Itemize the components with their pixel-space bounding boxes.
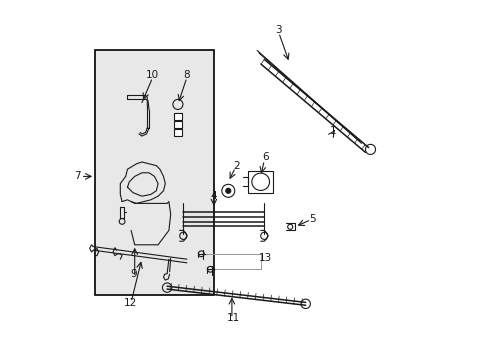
Text: 9: 9	[130, 269, 137, 279]
Text: 1: 1	[329, 126, 335, 136]
Bar	[247, 171, 273, 193]
Text: 8: 8	[183, 69, 190, 80]
Bar	[173, 121, 182, 128]
Bar	[173, 129, 182, 136]
Circle shape	[225, 188, 230, 193]
Text: 3: 3	[275, 24, 282, 35]
Bar	[173, 113, 182, 120]
Text: 11: 11	[226, 312, 239, 323]
Bar	[95, 50, 213, 295]
Text: 7: 7	[74, 171, 80, 181]
Text: 2: 2	[233, 161, 240, 171]
Text: 4: 4	[210, 191, 217, 201]
Text: 5: 5	[308, 213, 315, 224]
Text: 12: 12	[123, 298, 137, 308]
Text: 13: 13	[258, 253, 271, 264]
Text: 6: 6	[262, 152, 268, 162]
Text: 10: 10	[146, 69, 159, 80]
